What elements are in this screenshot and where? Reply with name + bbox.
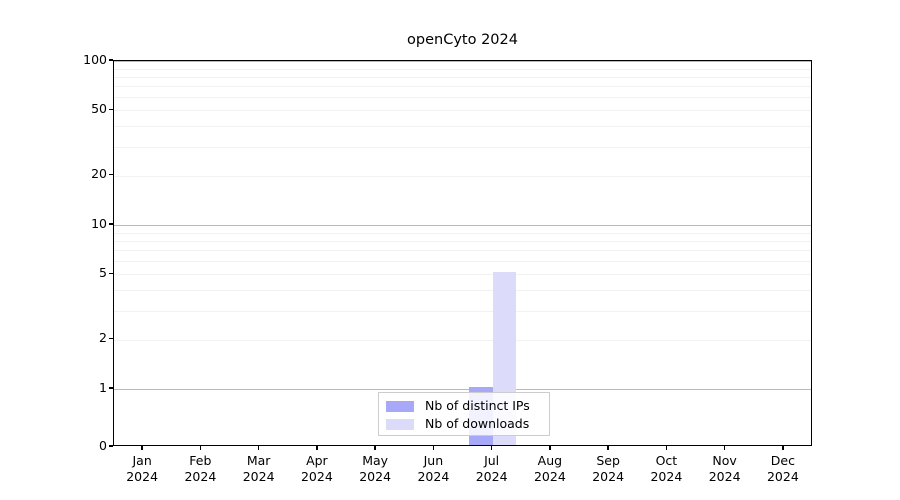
- gridline: [114, 76, 811, 78]
- x-tick-mark: [316, 446, 318, 450]
- x-tick-label-line: May: [362, 453, 389, 468]
- x-tick-label-line: 2024: [300, 468, 333, 484]
- gridline: [114, 175, 811, 177]
- page-title: openCyto 2024: [407, 32, 518, 48]
- gridline: [114, 86, 811, 88]
- gridline: [114, 232, 811, 234]
- gridline: [114, 310, 811, 312]
- y-tick-mark: [109, 445, 113, 447]
- gridline: [114, 240, 811, 242]
- x-tick-mark: [665, 446, 668, 450]
- gridline: [114, 61, 811, 62]
- y-tick-label: 1: [99, 379, 107, 395]
- x-tick-label: Jul 2024: [476, 453, 508, 484]
- x-tick-label-line: 2024: [184, 468, 217, 484]
- x-tick-label: Dec 2024: [767, 453, 799, 484]
- gridline: [114, 339, 811, 341]
- gridline: [114, 389, 811, 391]
- y-tick-label: 2: [99, 330, 107, 346]
- x-tick-label-line: Apr: [306, 453, 328, 468]
- x-tick-label: May 2024: [359, 453, 391, 484]
- legend-label: Nb of downloads: [425, 415, 530, 431]
- x-tick-label-line: Jan: [132, 453, 152, 468]
- x-tick-label-line: Feb: [189, 453, 212, 468]
- y-tick-mark: [109, 59, 113, 61]
- x-tick-label: Nov 2024: [709, 453, 741, 484]
- x-tick-label: Jun 2024: [417, 453, 449, 484]
- legend-item[interactable]: Nb of downloads: [386, 416, 542, 432]
- gridline: [114, 126, 811, 128]
- x-tick-mark: [141, 446, 143, 450]
- legend-item[interactable]: Nb of distinct IPs: [386, 398, 542, 414]
- y-tick-mark: [109, 272, 113, 275]
- x-tick-label-line: 2024: [766, 468, 799, 484]
- x-tick-mark: [549, 446, 551, 450]
- x-tick-mark: [490, 446, 493, 450]
- legend-label: Nb of distinct IPs: [425, 397, 530, 413]
- legend-swatch-icon: [386, 400, 414, 412]
- legend-swatch-icon: [386, 418, 414, 430]
- x-tick-label-line: Oct: [655, 453, 678, 468]
- gridline: [114, 290, 811, 292]
- x-tick-label: Apr 2024: [301, 453, 333, 484]
- x-tick-label-line: 2024: [417, 468, 450, 484]
- gridline: [114, 110, 811, 112]
- x-tick-mark: [374, 446, 376, 450]
- x-tick-label: Aug 2024: [534, 453, 566, 484]
- x-tick-label: Sep 2024: [592, 453, 624, 484]
- y-tick-mark: [109, 108, 113, 111]
- x-tick-mark: [782, 446, 784, 450]
- x-tick-label-line: Aug: [537, 453, 563, 468]
- y-tick-label: 100: [83, 51, 107, 67]
- y-tick-mark: [109, 387, 113, 389]
- y-tick-mark: [109, 174, 113, 176]
- chart-legend: Nb of distinct IPs Nb of downloads: [378, 392, 550, 436]
- gridline: [114, 146, 811, 148]
- y-tick-mark: [109, 223, 113, 225]
- x-tick-label-line: 2024: [475, 468, 508, 484]
- x-tick-label-line: Mar: [246, 453, 271, 468]
- x-tick-label-line: Nov: [712, 453, 737, 468]
- x-tick-label: Oct 2024: [650, 453, 682, 484]
- x-tick-label-line: 2024: [126, 468, 159, 484]
- x-tick-mark: [723, 446, 726, 450]
- gridline: [114, 97, 811, 99]
- x-tick-mark: [432, 446, 435, 450]
- x-tick-mark: [607, 446, 609, 450]
- x-tick-label-line: 2024: [592, 468, 625, 484]
- gridline: [114, 261, 811, 263]
- gridline: [114, 274, 811, 276]
- x-tick-mark: [199, 446, 202, 450]
- x-tick-label-line: 2024: [533, 468, 566, 484]
- x-tick-label-line: 2024: [650, 468, 683, 484]
- plot-area: [113, 60, 812, 446]
- x-tick-label-line: 2024: [242, 468, 275, 484]
- x-tick-label: Mar 2024: [243, 453, 275, 484]
- y-tick-label: 20: [91, 166, 107, 182]
- x-tick-mark: [257, 446, 260, 450]
- x-tick-label-line: 2024: [708, 468, 741, 484]
- x-tick-label-line: 2024: [359, 468, 392, 484]
- gridline: [114, 225, 811, 227]
- x-tick-label: Jan 2024: [126, 453, 158, 484]
- y-tick-label: 0: [99, 437, 107, 453]
- gridline: [114, 250, 811, 252]
- x-tick-label-line: Dec: [770, 453, 795, 468]
- x-tick-label-line: Sep: [596, 453, 620, 468]
- x-tick-label-line: Jul: [484, 453, 500, 468]
- y-tick-label: 50: [91, 100, 107, 116]
- x-tick-label-line: Jun: [423, 453, 444, 468]
- y-tick-label: 5: [99, 264, 107, 280]
- gridline: [114, 68, 811, 70]
- y-tick-label: 10: [91, 215, 107, 231]
- y-tick-mark: [109, 338, 113, 340]
- x-tick-label: Feb 2024: [184, 453, 216, 484]
